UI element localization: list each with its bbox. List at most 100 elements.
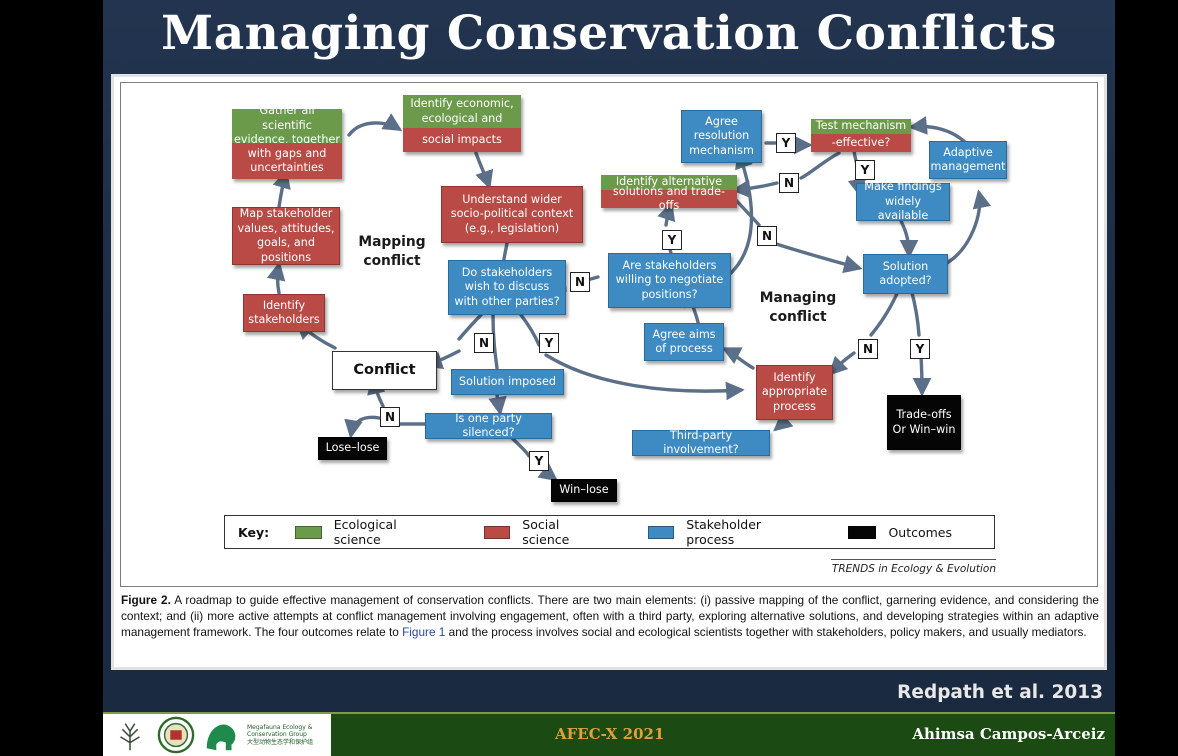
node-do-stakeholders: Do stakeholders wish to discuss with oth… [448, 260, 566, 315]
node-adaptive-management: Adaptive management [929, 141, 1007, 179]
node-test-mechanism-top: Test mechanism [811, 119, 911, 134]
decision-n-test-alternative: N [779, 173, 799, 193]
node-identify-process: Identify appropriate process [756, 365, 833, 420]
citation: Redpath et al. 2013 [897, 682, 1103, 703]
slide-title: Managing Conservation Conflicts [103, 6, 1115, 61]
decision-y-test-findings: Y [855, 160, 875, 180]
key-swatch-outcomes [848, 526, 876, 539]
node-make-findings: Make findings widely available [856, 183, 950, 221]
arrow-silenced-to-y [512, 438, 529, 456]
arrow-test-to-n-alt [801, 153, 839, 178]
node-gather-evidence-bottom: with gaps and uncertainties [232, 143, 342, 179]
arrow-stakeholders-to-map [278, 265, 280, 293]
node-willing-negotiate: Are stakeholders willing to negotiate po… [608, 253, 731, 308]
decision-n-silenced-lose: N [380, 407, 400, 427]
group-name: Megafauna Ecology & Conservation Group 大… [247, 724, 313, 747]
slide: Managing Conservation Conflicts [103, 0, 1115, 756]
university-seal-icon [157, 716, 195, 754]
node-agree-resolution: Agree resolution mechanism [681, 110, 762, 163]
node-agree-aims: Agree aims of process [644, 323, 724, 361]
group-name-line3: 大型动物生态学和保护组 [247, 739, 313, 747]
node-gather-evidence-top: Gather all scientific evidence, together [232, 109, 342, 143]
region-mapping-line1: Mapping [347, 233, 437, 252]
arrow-y-to-outcome [921, 357, 922, 393]
node-identify-alternative-bottom: solutions and trade-offs [601, 190, 737, 208]
arrow-n-to-lose [351, 417, 379, 435]
decision-y-do-process: Y [539, 333, 559, 353]
node-solution-imposed: Solution imposed [451, 369, 564, 395]
arrow-identify-to-agree-aims [725, 349, 753, 368]
arrow-adopted-to-y-outcome [911, 289, 919, 335]
decision-n-do-conflict: N [474, 333, 494, 353]
node-gather-evidence: Gather all scientific evidence, together… [232, 109, 342, 179]
decision-y-agree-test: Y [776, 133, 796, 153]
key-label-ecological: Ecological science [334, 517, 442, 547]
presenter-name: Ahimsa Campos-Arceiz [912, 725, 1105, 743]
arrow-impacts-to-context [476, 153, 489, 186]
region-managing-line2: conflict [749, 308, 847, 327]
key-swatch-stakeholder [648, 526, 675, 539]
decision-y-willing-alternative: Y [662, 230, 682, 250]
key-item-social: Social science [484, 517, 606, 547]
node-conflict: Conflict [332, 351, 437, 390]
arrow-adopted-to-n-process [871, 289, 899, 335]
arrow-do-to-y-process [521, 315, 539, 345]
key-label-outcomes: Outcomes [888, 525, 952, 540]
node-understand-context: Understand wider socio-political context… [441, 186, 583, 243]
node-tradeoffs-outcome: Trade-offs Or Win–win [887, 395, 961, 450]
key-item-stakeholder: Stakeholder process [648, 517, 807, 547]
region-mapping-line2: conflict [347, 252, 437, 271]
node-identify-impacts-bottom: social impacts [403, 128, 521, 152]
node-identify-impacts: Identify economic, ecological and social… [403, 95, 521, 152]
decision-y-adopted-outcome: Y [910, 339, 930, 359]
key-item-ecological: Ecological science [295, 517, 442, 547]
arrow-n-to-adopted [773, 243, 859, 268]
region-managing-line1: Managing [749, 289, 847, 308]
node-win-lose: Win–lose [551, 479, 617, 502]
decision-y-silenced-win: Y [529, 451, 549, 471]
caption-label: Figure 2. [121, 593, 171, 607]
arrow-n-to-alternative [735, 183, 777, 190]
tree-logo-icon [111, 716, 149, 754]
node-test-mechanism-bottom: -effective? [811, 134, 911, 152]
key-label-social: Social science [522, 517, 605, 547]
key-swatch-social [484, 526, 511, 539]
group-name-line1: Megafauna Ecology & [247, 724, 313, 732]
node-third-party: Third-party involvement? [632, 430, 770, 456]
elephant-logo-icon [203, 716, 241, 754]
diagram-panel: Mapping conflict Managing conflict Gathe… [120, 82, 1098, 587]
footer-bar: Megafauna Ecology & Conservation Group 大… [103, 712, 1115, 756]
decision-n-alternative-adopted: N [757, 226, 777, 246]
arrow-context-to-do [504, 243, 507, 259]
node-solution-adopted: Solution adopted? [863, 254, 948, 294]
node-one-party-silenced: Is one party silenced? [425, 413, 552, 439]
event-name: AFEC-X 2021 [555, 725, 664, 743]
key-label-stakeholder: Stakeholder process [686, 517, 806, 547]
figure-frame: Mapping conflict Managing conflict Gathe… [111, 74, 1107, 670]
key-title: Key: [238, 525, 269, 540]
arrow-imposed-to-silenced [497, 395, 500, 412]
decision-n-do-willing: N [570, 272, 590, 292]
node-test-mechanism: Test mechanism -effective? [811, 119, 911, 152]
diagram-key: Key: Ecological science Social science S… [224, 515, 995, 549]
logo-strip: Megafauna Ecology & Conservation Group 大… [103, 714, 331, 756]
node-identify-stakeholders: Identify stakeholders [243, 294, 325, 332]
caption-figure-link[interactable]: Figure 1 [402, 625, 445, 639]
group-name-line2: Conservation Group [247, 731, 313, 739]
arrow-findings-to-adopted [901, 221, 909, 255]
caption-text-after: and the process involves social and ecol… [449, 625, 1087, 639]
region-managing-conflict: Managing conflict [749, 289, 847, 327]
node-identify-alternative: Identify alternative solutions and trade… [601, 175, 737, 208]
arrow-adopted-to-adaptive [947, 193, 980, 263]
node-map-values: Map stakeholder values, attitudes, goals… [232, 207, 340, 265]
decision-n-adopted-process: N [858, 339, 878, 359]
region-mapping-conflict: Mapping conflict [347, 233, 437, 271]
arrow-gather-to-impacts [349, 123, 399, 135]
figure-caption: Figure 2. A roadmap to guide effective m… [121, 592, 1099, 640]
key-item-outcomes: Outcomes [848, 525, 952, 540]
figure-source: TRENDS in Ecology & Evolution [831, 559, 996, 575]
arrow-n-to-identify-process [831, 353, 854, 373]
node-lose-lose: Lose–lose [318, 437, 387, 460]
key-swatch-ecological [295, 526, 322, 539]
node-identify-impacts-top: Identify economic, ecological and [403, 95, 521, 128]
